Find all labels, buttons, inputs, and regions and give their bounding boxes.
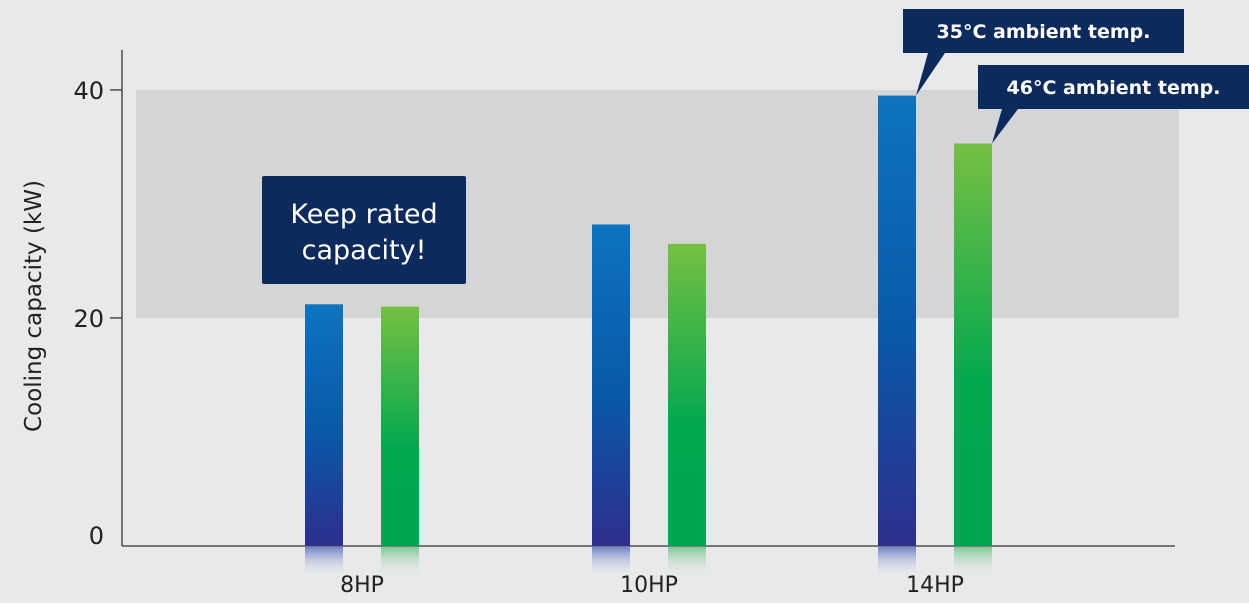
bar-14hp-series-2 [954,143,992,547]
bar-8hp-series-1 [305,304,343,546]
bar-reflection [878,547,916,577]
bar-reflection [305,547,343,577]
y-tick-label: 40 [73,77,104,105]
annotation-box [262,176,466,284]
x-tick-label: 8HP [340,573,384,598]
bar-10hp-series-2 [668,243,706,546]
y-axis-label: Cooling capacity (kW) [21,180,47,432]
y-tick-label: 20 [73,305,104,333]
legend-46c-text: 46°C ambient temp. [1007,77,1221,99]
bar-14hp-series-1 [878,95,916,546]
annotation-text-line2: capacity! [302,235,427,266]
bar-reflection [381,547,419,577]
legend-35c-text: 35°C ambient temp. [937,21,1151,43]
bar-reflection [954,547,992,577]
y-tick-label: 0 [89,522,104,550]
annotation-text-line1: Keep rated [290,199,437,230]
bar-8hp-series-2 [381,306,419,546]
x-tick-label: 10HP [620,573,678,598]
legend-46c-box [978,65,1249,109]
bar-10hp-series-1 [592,224,630,546]
bar-reflection [668,547,706,577]
legend-35c-box [903,9,1184,53]
legend-35c-pointer [916,53,945,96]
legend-46c-pointer [992,109,1018,144]
x-tick-label: 14HP [906,573,964,598]
annotation-callout: Keep rated capacity! [262,176,466,284]
bar-reflection [592,547,630,577]
